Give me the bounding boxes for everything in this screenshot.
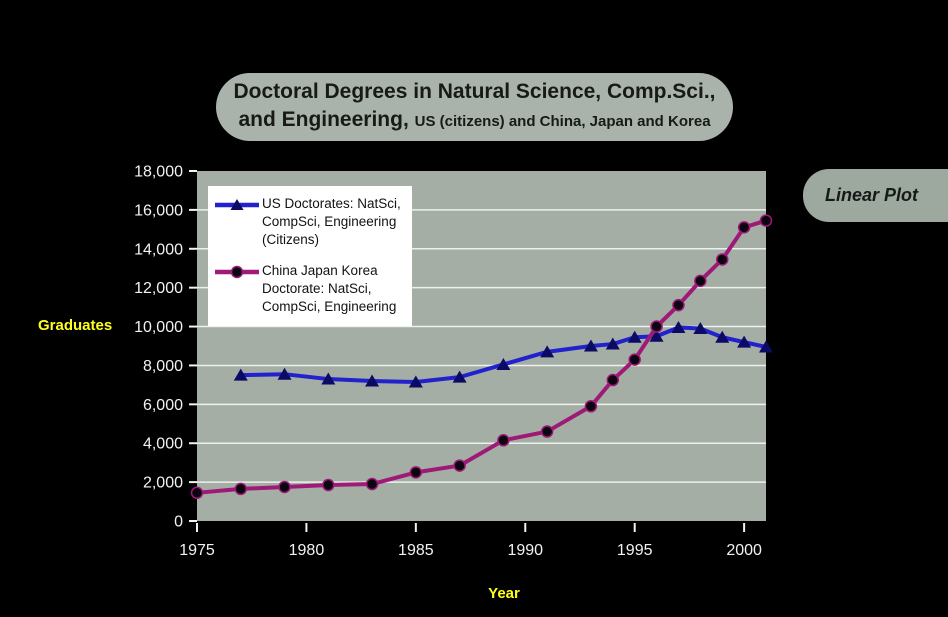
linear-plot-label: Linear Plot	[825, 185, 919, 205]
china-japan-korea-marker	[453, 459, 466, 472]
chart-title-line2-sub: US (citizens) and China, Japan and Korea	[414, 113, 711, 130]
x-axis-title: Year	[488, 585, 520, 602]
china-japan-korea-legend-marker-icon	[215, 265, 259, 279]
y-axis-title: Graduates	[38, 317, 113, 334]
us-doctorates-marker	[627, 330, 642, 343]
linear-plot-label-box: Linear Plot	[803, 169, 948, 222]
china-japan-korea-marker	[628, 353, 641, 366]
china-japan-korea-marker	[190, 486, 204, 500]
us-doctorates-marker	[759, 340, 773, 353]
china-japan-korea-marker	[694, 274, 707, 288]
china-japan-korea-marker	[737, 221, 751, 234]
us-doctorates-marker	[649, 329, 664, 342]
china-japan-korea-marker	[497, 434, 510, 447]
us-doctorates-marker	[715, 330, 730, 343]
y-tick-label: 14,000	[134, 241, 183, 258]
china-japan-korea-marker	[540, 425, 554, 438]
us-doctorates-marker	[365, 374, 380, 387]
us-doctorates-marker	[737, 335, 752, 348]
us-doctorates-marker	[540, 345, 555, 358]
us-doctorates-legend-marker-icon	[215, 199, 259, 210]
us-doctorates-legend-marker	[230, 199, 244, 210]
chart-title-line1: Doctoral Degrees in Natural Science, Com…	[233, 80, 716, 103]
us-doctorates-marker	[277, 367, 292, 380]
us-doctorates-marker	[583, 339, 598, 352]
y-tick-label: 6,000	[143, 397, 183, 414]
legend-entry-china-japan-korea: China Japan Korea Doctorate: NatSci, Com…	[215, 262, 405, 316]
china-japan-korea-marker	[365, 477, 379, 491]
y-tick-label: 2,000	[143, 475, 183, 492]
x-tick-label: 1995	[617, 542, 653, 559]
china-japan-korea-marker	[234, 482, 248, 496]
y-tick-label: 0	[174, 514, 183, 531]
china-japan-korea-marker	[759, 214, 773, 227]
y-tick-label: 18,000	[134, 164, 183, 181]
x-tick-label: 1985	[398, 542, 434, 559]
china-japan-korea-marker	[672, 298, 685, 312]
chart-title-line2: and Engineering, US (citizens) and China…	[238, 106, 710, 136]
china-japan-korea-marker	[584, 400, 598, 413]
us-doctorates-marker	[605, 337, 620, 350]
y-tick-label: 4,000	[143, 436, 183, 453]
us-doctorates-marker	[452, 370, 467, 383]
us-doctorates-marker	[408, 375, 423, 388]
x-tick-label: 1975	[179, 542, 215, 559]
x-tick-label: 1990	[507, 542, 543, 559]
us-doctorates-legend-label: US Doctorates: NatSci, CompSci, Engineer…	[262, 196, 401, 247]
y-tick-label: 12,000	[134, 280, 183, 297]
us-doctorates-marker	[671, 321, 686, 334]
china-japan-korea-legend-marker	[230, 265, 244, 279]
china-japan-korea-marker	[278, 480, 291, 494]
us-doctorates-marker	[233, 368, 248, 381]
x-tick-label: 2000	[726, 542, 762, 559]
chart-legend: US Doctorates: NatSci, CompSci, Engineer…	[208, 186, 412, 326]
us-doctorates-marker	[693, 322, 708, 334]
china-japan-korea-legend-label: China Japan Korea Doctorate: NatSci, Com…	[262, 263, 397, 314]
us-doctorates-marker	[321, 372, 336, 385]
china-japan-korea-marker	[650, 320, 663, 333]
china-japan-korea-marker	[606, 373, 620, 387]
legend-entry-us-doctorates: US Doctorates: NatSci, CompSci, Engineer…	[215, 195, 405, 249]
chart-title-box: Doctoral Degrees in Natural Science, Com…	[216, 73, 733, 141]
china-japan-korea-marker	[322, 478, 335, 492]
chart-title-line2-main: and Engineering,	[238, 108, 409, 131]
y-tick-label: 8,000	[143, 358, 183, 375]
us-doctorates-marker	[496, 357, 511, 370]
china-japan-korea-marker	[409, 466, 423, 479]
china-japan-korea-marker	[715, 253, 729, 266]
y-tick-label: 16,000	[134, 202, 183, 219]
y-tick-label: 10,000	[134, 319, 183, 336]
x-tick-label: 1980	[289, 542, 325, 559]
